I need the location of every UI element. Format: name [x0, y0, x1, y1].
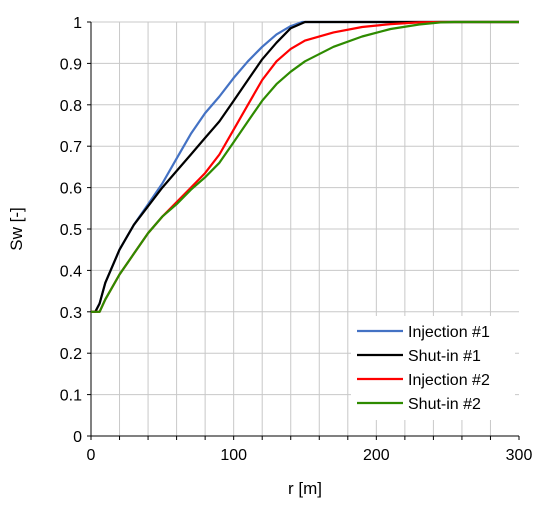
- y-axis-label: Sw [-]: [7, 207, 26, 250]
- legend-label: Shut-in #2: [408, 396, 481, 413]
- x-tick-label: 300: [506, 447, 533, 464]
- y-tick-label: 0.7: [60, 139, 82, 156]
- legend: Injection #1 Shut-in #1 Injection #2 Shut-i…: [351, 316, 515, 420]
- x-axis-label: r [m]: [288, 479, 322, 498]
- x-tick-label: 200: [363, 447, 390, 464]
- y-tick-label: 0.4: [60, 263, 82, 280]
- y-tick-label: 0.5: [60, 222, 82, 239]
- y-tick-label: 0.6: [60, 181, 82, 198]
- x-tick-label: 0: [87, 447, 96, 464]
- tick-labels: 0 100 200 300 0 0.1 0.2 0.3 0.4 0.5 0.6 0.7 0.8 0.9 1: [60, 15, 533, 464]
- series-lines: [91, 20, 519, 313]
- legend-label: Injection #1: [408, 324, 490, 341]
- legend-label: Injection #2: [408, 372, 490, 389]
- y-tick-label: 0.3: [60, 305, 82, 322]
- axes: [87, 21, 520, 440]
- series-line-shut-in-2: [91, 20, 519, 313]
- legend-label: Shut-in #1: [408, 348, 481, 365]
- y-tick-label: 0.8: [60, 98, 82, 115]
- y-tick-label: 0: [73, 429, 82, 446]
- y-tick-label: 1: [73, 15, 82, 32]
- y-tick-label: 0.9: [60, 56, 82, 73]
- x-tick-label: 100: [220, 447, 247, 464]
- series-line-shut-in-1: [91, 20, 519, 313]
- y-tick-label: 0.2: [60, 346, 82, 363]
- y-tick-label: 0.1: [60, 388, 82, 405]
